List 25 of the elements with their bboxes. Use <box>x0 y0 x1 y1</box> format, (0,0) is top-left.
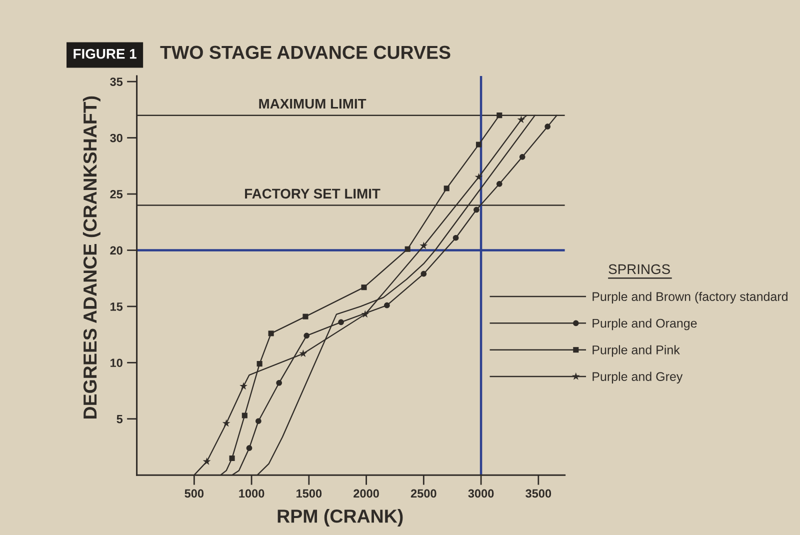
legend-label: Purple and Orange <box>592 318 697 330</box>
x-tick-label: 3500 <box>526 489 552 498</box>
y-tick-label: 30 <box>110 134 122 142</box>
y-tick-label: 15 <box>110 302 123 311</box>
x-tick-label: 1000 <box>239 489 264 498</box>
x-tick-label: 2500 <box>410 489 436 498</box>
y-tick-label: 10 <box>110 358 122 368</box>
x-tick-label: 1500 <box>296 489 322 498</box>
x-tick-label: 3000 <box>468 489 494 498</box>
ref-line-label: MAXIMUM LIMIT <box>259 98 366 109</box>
legend-label: Purple and Grey <box>592 372 683 384</box>
ref-line-label: FACTORY SET LIMIT <box>245 188 380 199</box>
x-axis-title: RPM (CRANK) <box>278 509 403 526</box>
text: Purple and Brown (factory standard <box>592 292 788 304</box>
caption: FIGURE 1 <box>74 48 136 59</box>
x-tick-label: 2000 <box>354 489 379 498</box>
legend-label: Purple and Pink <box>592 345 680 357</box>
chart-title: TWO STAGE ADVANCE CURVES <box>160 46 450 60</box>
y-axis-title: DEGREES ADANCE (CRANKSHAFT) <box>82 96 100 418</box>
y-tick-label: 5 <box>116 415 123 424</box>
y-tick-label: 20 <box>110 246 122 255</box>
y-tick-label: 25 <box>110 190 123 198</box>
legend-title: SPRINGS <box>608 264 670 274</box>
y-tick-label: 35 <box>110 78 123 86</box>
x-tick-label: 500 <box>184 489 204 498</box>
